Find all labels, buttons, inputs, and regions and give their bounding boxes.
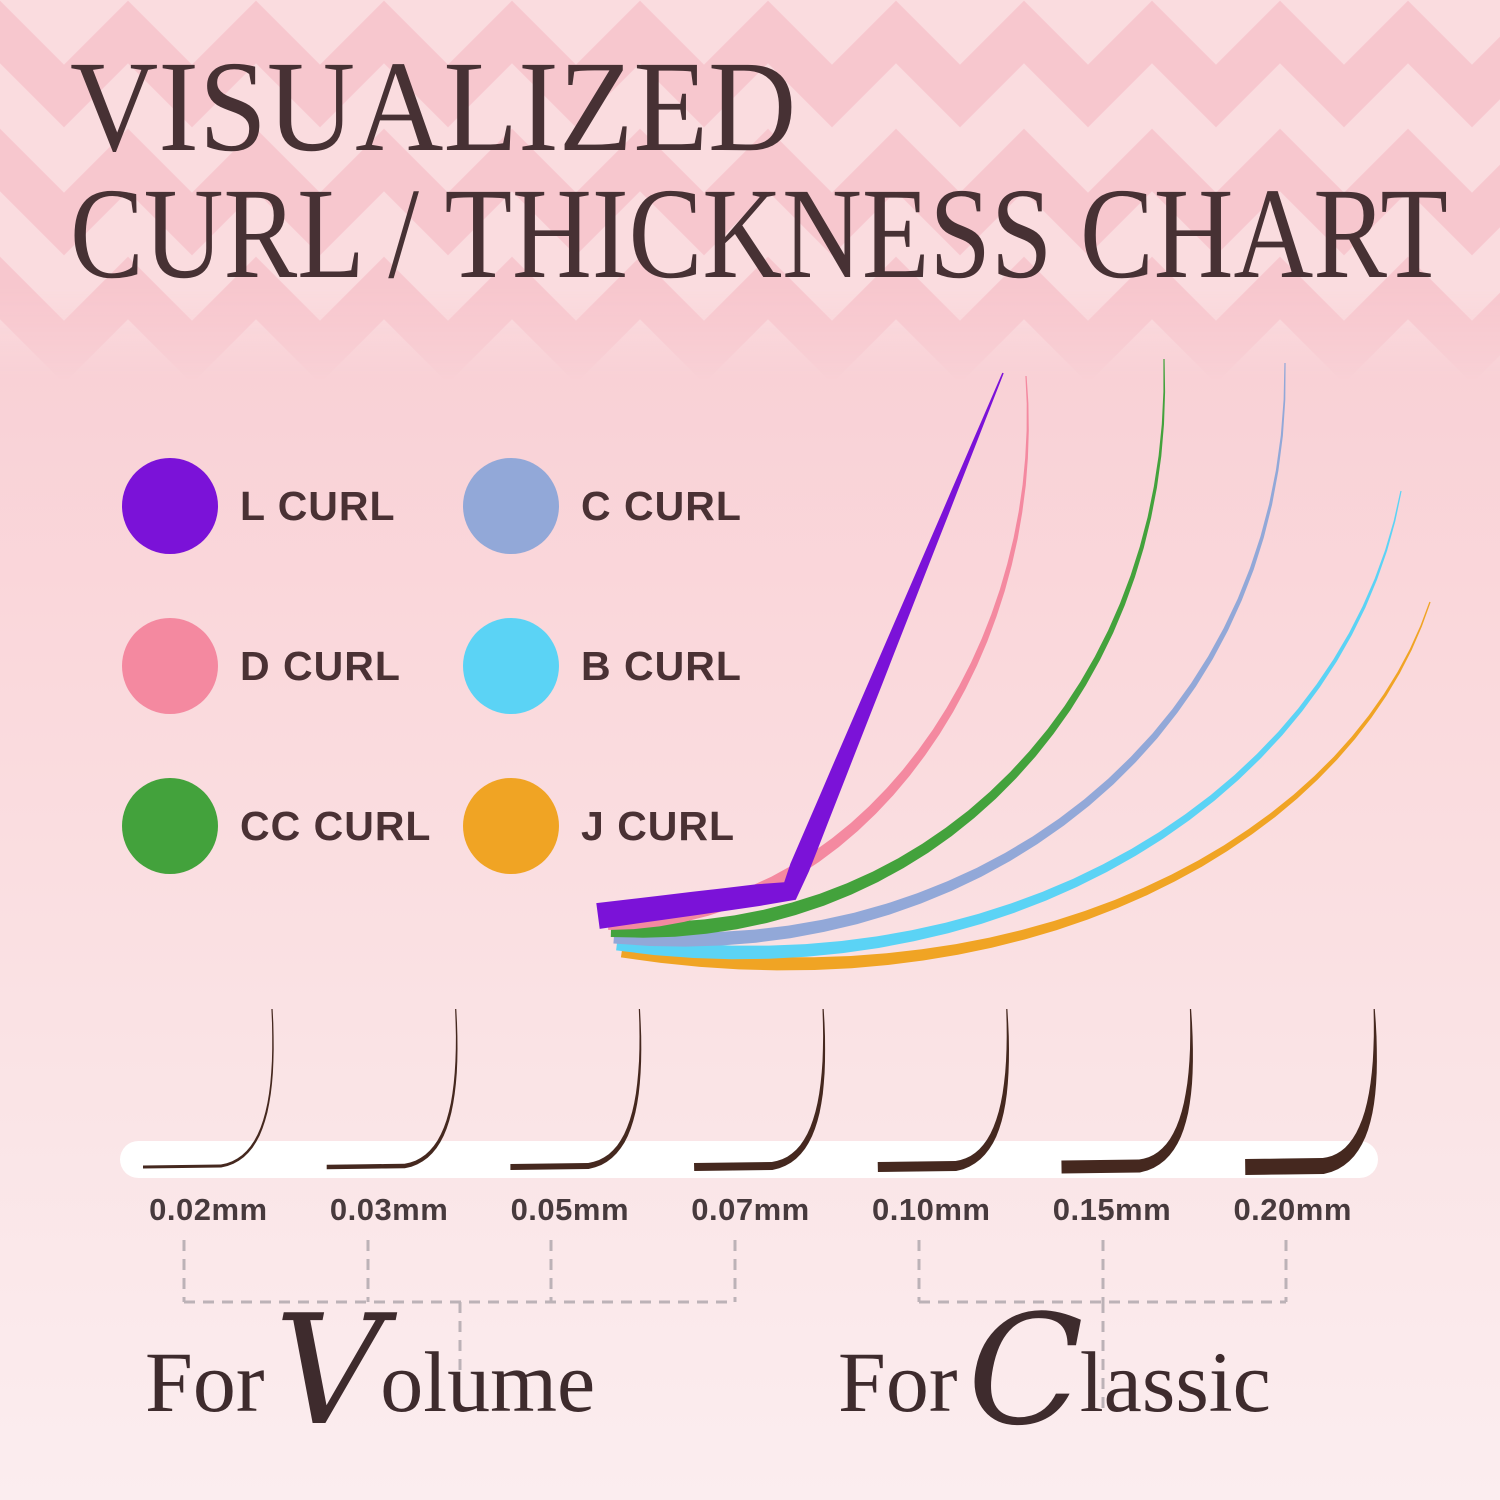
legend-item-d-curl: D CURL [122, 618, 401, 714]
thickness-label: 0.10mm [872, 1192, 991, 1227]
page-title: VISUALIZED CURL / THICKNESS CHART [70, 35, 1500, 306]
legend-label: L CURL [240, 482, 396, 529]
title-line-1: VISUALIZED [70, 35, 797, 179]
legend-label: B CURL [581, 642, 742, 689]
curl-swatch [463, 618, 559, 714]
thickness-label: 0.15mm [1052, 1192, 1172, 1227]
group-prefix: For [145, 1334, 265, 1430]
curl-swatch [122, 458, 218, 554]
legend-label: CC CURL [240, 802, 432, 849]
curl-swatch [122, 618, 218, 714]
thickness-labels-row: 0.02mm 0.03mm 0.05mm 0.07mm 0.10mm 0.15m… [118, 1192, 1383, 1228]
lash-strip-bar [120, 1141, 1378, 1178]
legend-item-b-curl: B CURL [463, 618, 742, 714]
thickness-label: 0.02mm [149, 1192, 268, 1227]
legend-label: D CURL [240, 642, 401, 689]
curl-legend: L CURL C CURL D CURL B CURL CC CURL J CU… [122, 458, 882, 878]
curl-swatch [463, 458, 559, 554]
thickness-label: 0.05mm [510, 1192, 630, 1227]
legend-item-j-curl: J CURL [463, 778, 735, 874]
legend-item-c-curl: C CURL [463, 458, 742, 554]
thickness-label: 0.03mm [329, 1192, 449, 1227]
legend-item-cc-curl: CC CURL [122, 778, 431, 874]
legend-label: J CURL [581, 802, 736, 849]
diamond-pattern-background [0, 0, 1500, 380]
curl-swatch [463, 778, 559, 874]
group-rest: lassic [1079, 1334, 1271, 1430]
curl-curve-c-curl [613, 363, 1286, 947]
group-prefix: For [838, 1334, 958, 1430]
title-line-2: CURL / THICKNESS CHART [70, 162, 1448, 306]
curl-swatch [122, 778, 218, 874]
curl-curve-l-curl [596, 372, 1004, 929]
legend-label: C CURL [581, 482, 742, 529]
group-rest: olume [380, 1334, 596, 1430]
legend-item-l-curl: L CURL [122, 458, 396, 554]
thickness-label: 0.07mm [691, 1192, 810, 1227]
thickness-label: 0.20mm [1233, 1192, 1352, 1227]
